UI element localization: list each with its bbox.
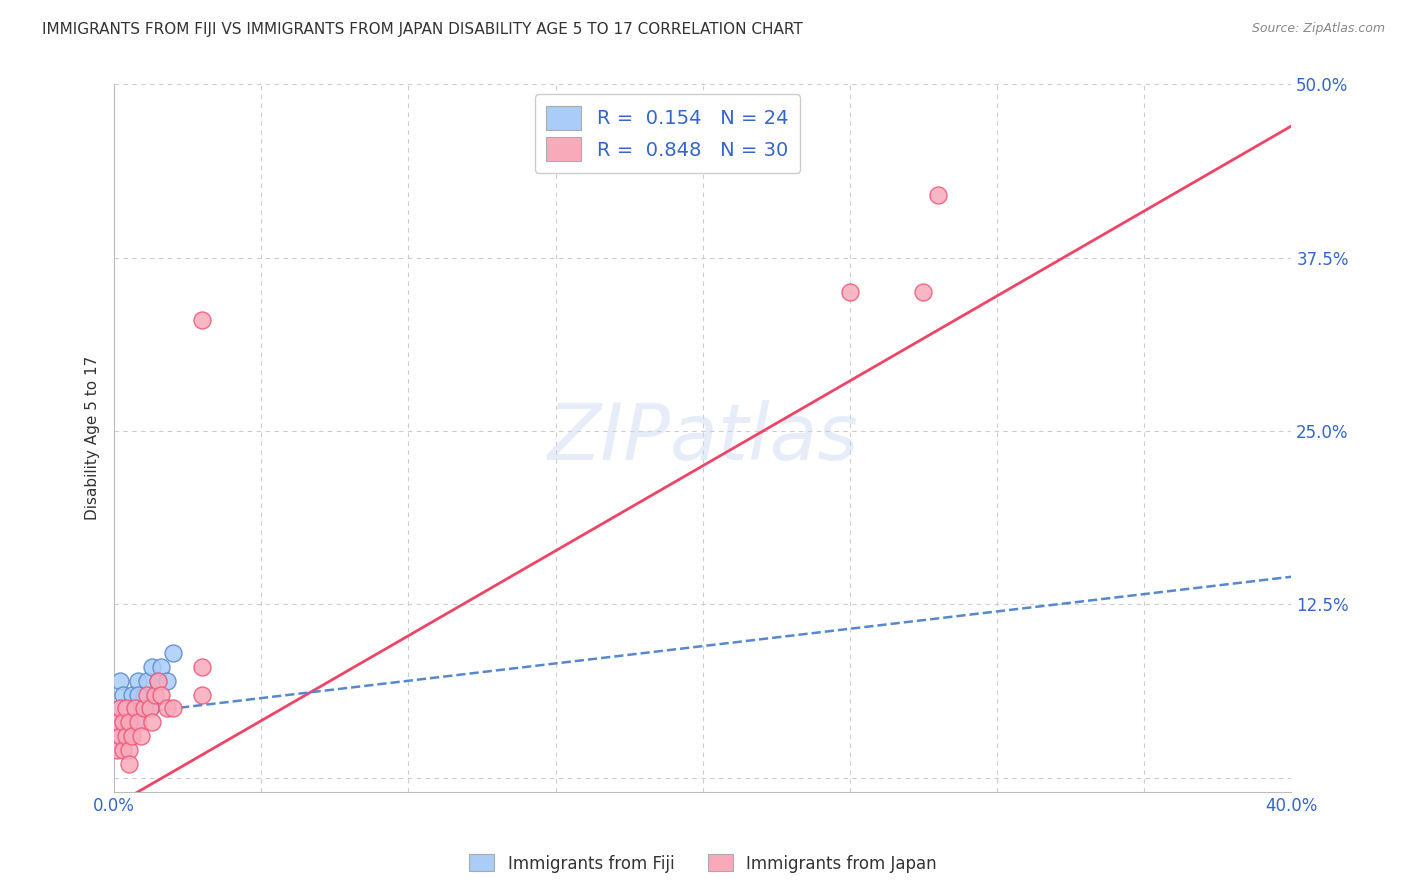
Point — [148, 673, 170, 688]
Point — [127, 673, 149, 688]
Point — [191, 688, 214, 702]
Point — [135, 673, 157, 688]
Point — [129, 729, 152, 743]
Point — [145, 688, 167, 702]
Point — [111, 715, 134, 730]
Point — [115, 701, 138, 715]
Point — [105, 743, 128, 757]
Point — [162, 646, 184, 660]
Point — [115, 701, 138, 715]
Text: ZIPatlas: ZIPatlas — [547, 401, 858, 476]
Point — [127, 715, 149, 730]
Point — [150, 688, 173, 702]
Point — [148, 673, 170, 688]
Point — [141, 660, 163, 674]
Point — [118, 715, 141, 730]
Point — [111, 715, 134, 730]
Point — [162, 701, 184, 715]
Point — [121, 688, 143, 702]
Point — [111, 688, 134, 702]
Y-axis label: Disability Age 5 to 17: Disability Age 5 to 17 — [86, 356, 100, 520]
Point — [124, 701, 146, 715]
Point — [108, 729, 131, 743]
Point — [121, 729, 143, 743]
Point — [135, 688, 157, 702]
Point — [912, 285, 935, 300]
Point — [108, 701, 131, 715]
Point — [191, 313, 214, 327]
Point — [927, 188, 949, 202]
Point — [108, 701, 131, 715]
Point — [124, 701, 146, 715]
Point — [138, 701, 160, 715]
Point — [108, 673, 131, 688]
Text: IMMIGRANTS FROM FIJI VS IMMIGRANTS FROM JAPAN DISABILITY AGE 5 TO 17 CORRELATION: IMMIGRANTS FROM FIJI VS IMMIGRANTS FROM … — [42, 22, 803, 37]
Legend: Immigrants from Fiji, Immigrants from Japan: Immigrants from Fiji, Immigrants from Ja… — [463, 847, 943, 880]
Legend: R =  0.154   N = 24, R =  0.848   N = 30: R = 0.154 N = 24, R = 0.848 N = 30 — [534, 95, 800, 173]
Point — [156, 701, 179, 715]
Point — [115, 729, 138, 743]
Point — [111, 743, 134, 757]
Point — [191, 660, 214, 674]
Point — [118, 756, 141, 771]
Point — [132, 688, 155, 702]
Point — [115, 715, 138, 730]
Point — [838, 285, 860, 300]
Point — [129, 701, 152, 715]
Point — [118, 743, 141, 757]
Point — [118, 715, 141, 730]
Text: Source: ZipAtlas.com: Source: ZipAtlas.com — [1251, 22, 1385, 36]
Point — [138, 701, 160, 715]
Point — [118, 729, 141, 743]
Point — [141, 715, 163, 730]
Point — [108, 729, 131, 743]
Point — [132, 701, 155, 715]
Point — [124, 715, 146, 730]
Point — [156, 673, 179, 688]
Point — [105, 715, 128, 730]
Point — [105, 715, 128, 730]
Point — [127, 688, 149, 702]
Point — [150, 660, 173, 674]
